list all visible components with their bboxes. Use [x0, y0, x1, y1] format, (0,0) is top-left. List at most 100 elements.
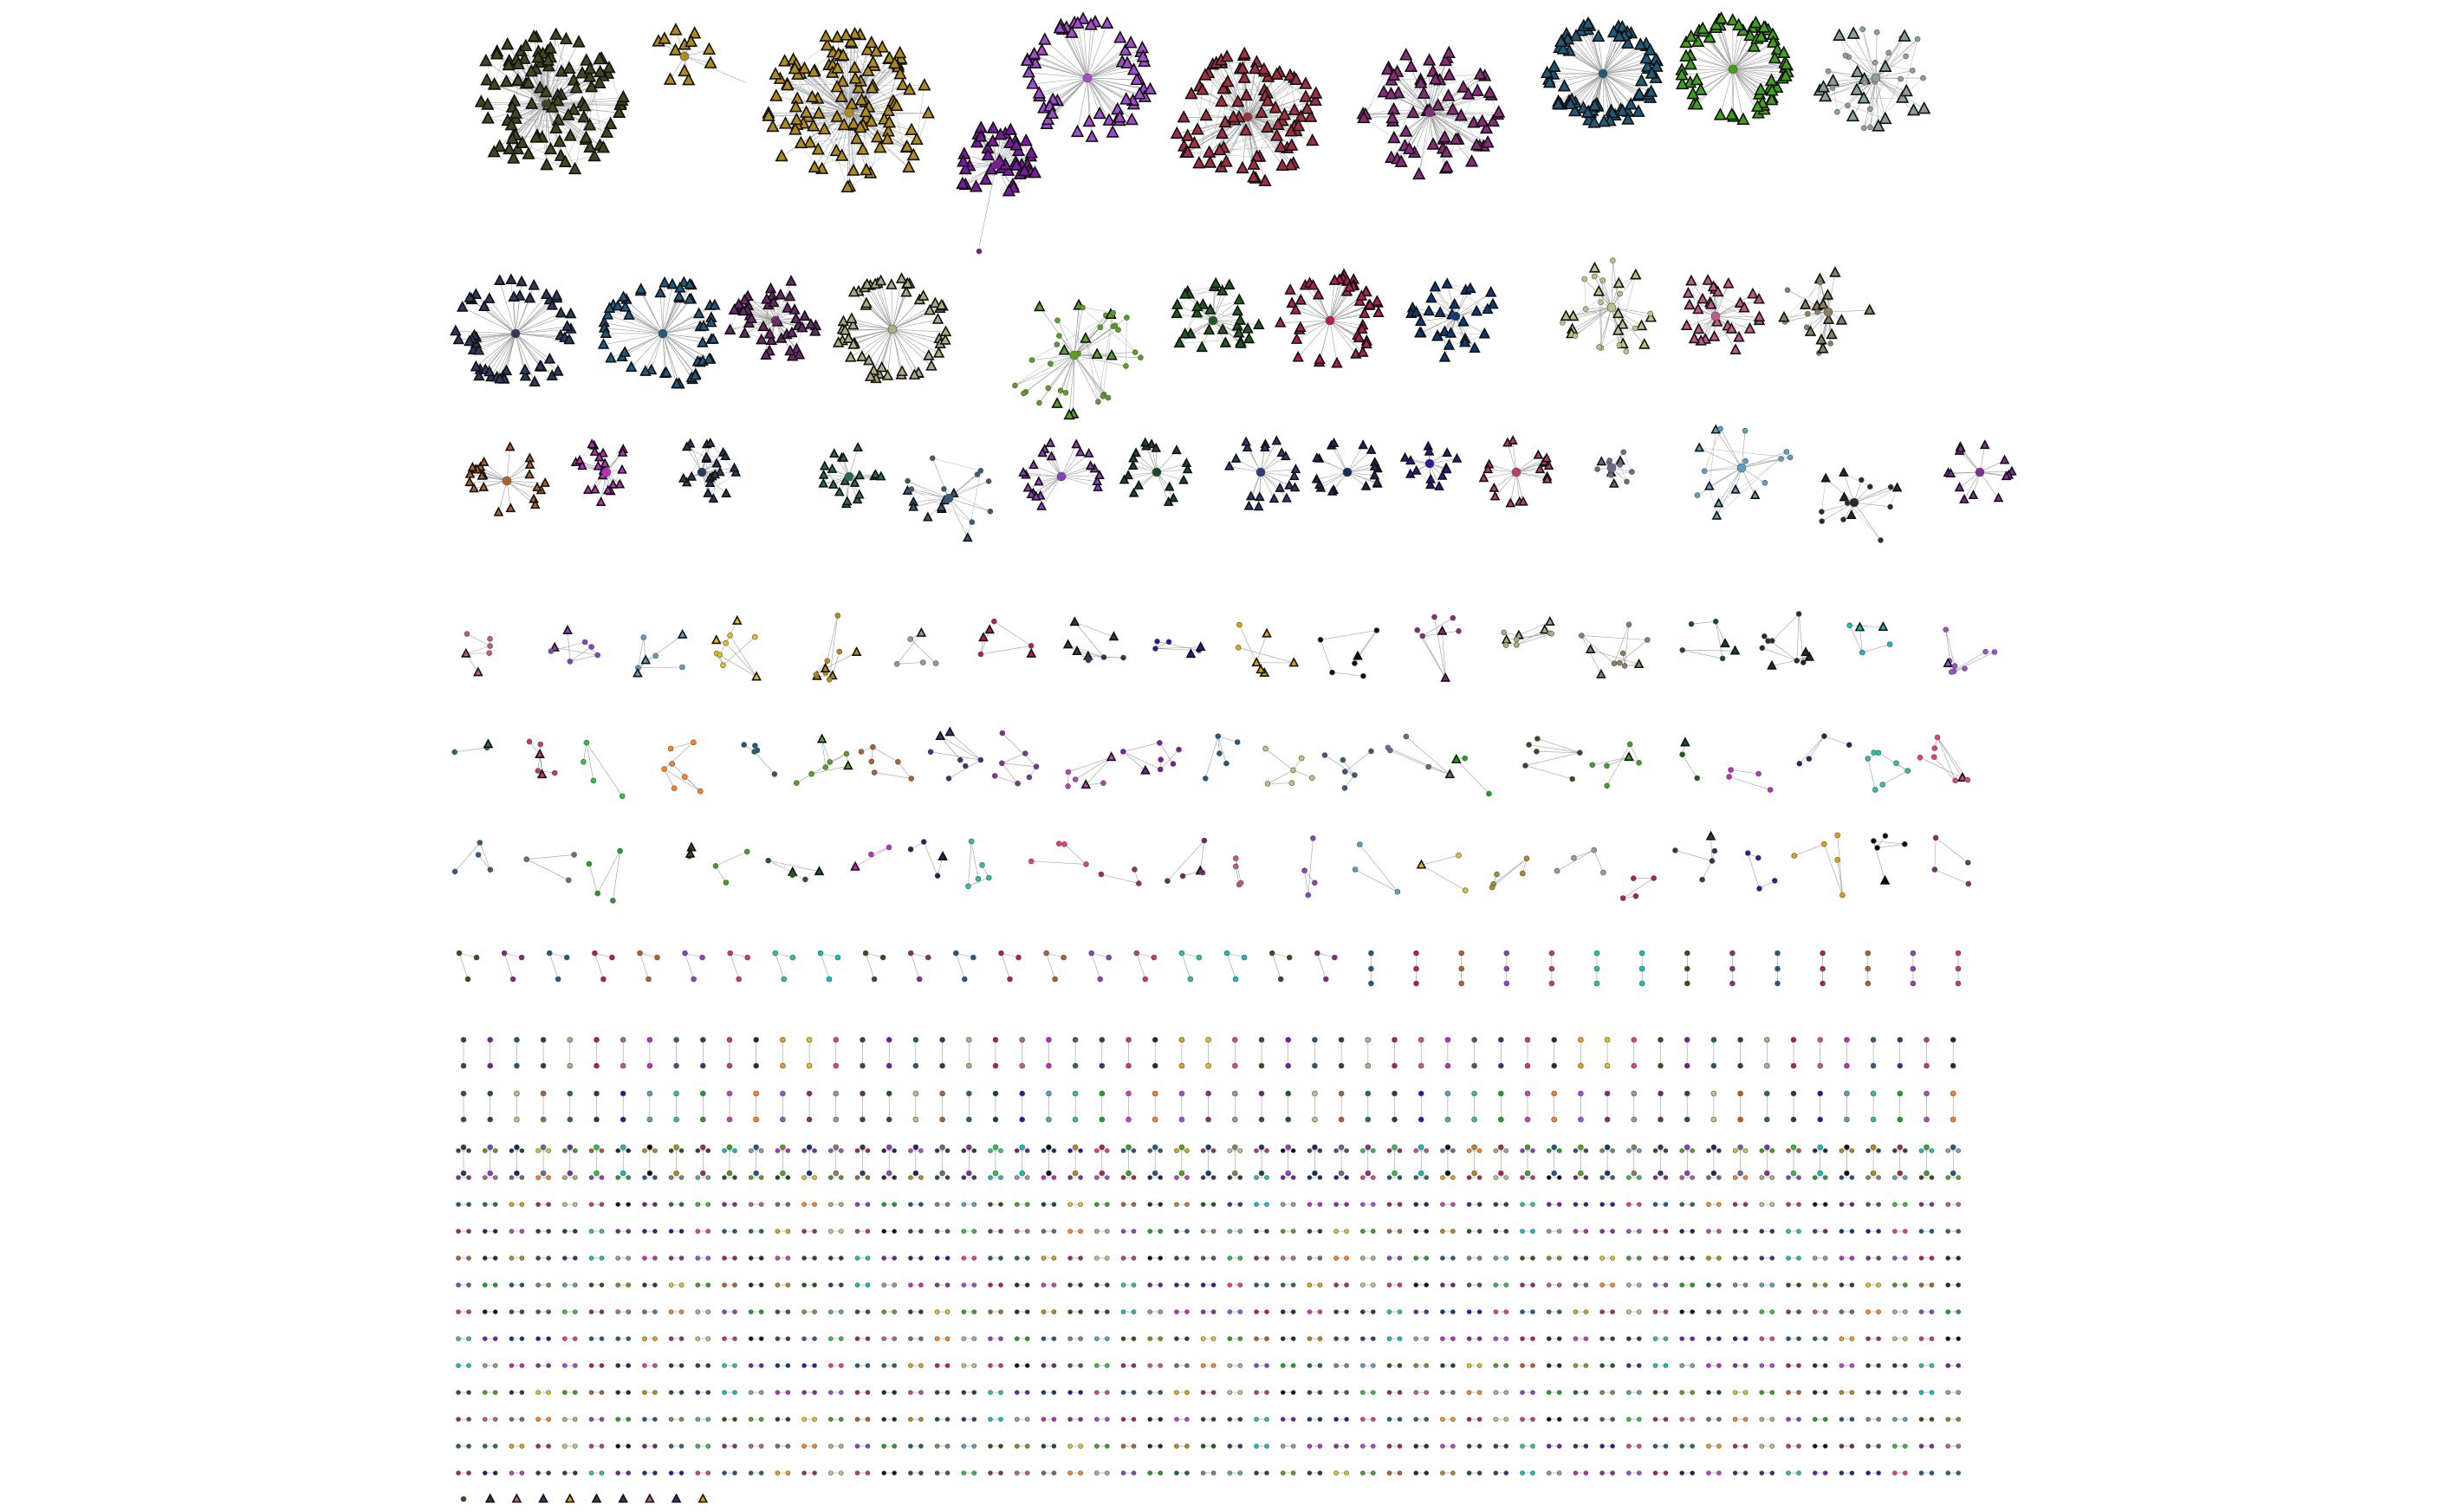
leaf-node[interactable]	[1645, 84, 1658, 97]
small-node[interactable]	[1874, 845, 1880, 851]
leaf-node[interactable]	[600, 327, 613, 338]
leaf-node[interactable]	[1556, 42, 1570, 55]
leaf-node[interactable]	[1177, 110, 1191, 123]
leaf-node[interactable]	[1132, 87, 1146, 100]
leaf-node[interactable]	[963, 532, 973, 542]
leaf-node[interactable]	[601, 308, 614, 320]
small-node[interactable]	[1022, 750, 1028, 756]
leaf-node[interactable]	[540, 157, 554, 171]
small-node[interactable]	[1931, 745, 1938, 751]
leaf-node[interactable]	[1173, 336, 1185, 348]
leaf-node[interactable]	[549, 120, 563, 133]
leaf-node[interactable]	[1730, 483, 1741, 494]
leaf-node[interactable]	[783, 289, 796, 302]
hub-node[interactable]	[1710, 311, 1721, 321]
leaf-node[interactable]	[692, 307, 705, 319]
leaf-node[interactable]	[619, 346, 631, 357]
leaf-node[interactable]	[602, 60, 616, 74]
small-node[interactable]	[1569, 775, 1575, 782]
leaf-node[interactable]	[540, 288, 553, 300]
leaf-node[interactable]	[1826, 73, 1840, 87]
leaf-node[interactable]	[956, 176, 970, 190]
leaf-node[interactable]	[688, 26, 702, 39]
small-node[interactable]	[945, 775, 952, 782]
leaf-node[interactable]	[1233, 293, 1245, 305]
small-node[interactable]	[1486, 790, 1492, 797]
leaf-node[interactable]	[684, 292, 696, 304]
small-node[interactable]	[1262, 745, 1268, 752]
small-node[interactable]	[1199, 869, 1206, 876]
hub-node[interactable]	[510, 328, 521, 339]
small-node[interactable]	[637, 950, 643, 957]
small-node[interactable]	[1626, 741, 1633, 748]
leaf-node[interactable]	[1703, 29, 1716, 43]
small-node[interactable]	[460, 1036, 467, 1043]
leaf-node[interactable]	[1457, 80, 1470, 93]
leaf-node[interactable]	[807, 119, 821, 132]
leaf-node[interactable]	[1479, 120, 1494, 134]
leaf-node[interactable]	[1019, 133, 1033, 146]
leaf-node[interactable]	[1053, 20, 1067, 34]
small-node[interactable]	[1061, 840, 1067, 847]
small-node[interactable]	[1120, 749, 1126, 755]
leaf-node[interactable]	[1236, 160, 1249, 174]
small-node[interactable]	[934, 873, 941, 879]
small-node[interactable]	[1991, 649, 1998, 655]
leaf-node[interactable]	[986, 133, 1000, 147]
small-node[interactable]	[1572, 333, 1579, 339]
small-node[interactable]	[1762, 479, 1768, 486]
leaf-node[interactable]	[1416, 859, 1427, 869]
small-node[interactable]	[1624, 478, 1630, 485]
small-node[interactable]	[905, 477, 911, 484]
leaf-node[interactable]	[1170, 126, 1184, 140]
leaf-node[interactable]	[1217, 81, 1230, 94]
leaf-node[interactable]	[1713, 107, 1727, 120]
leaf-node[interactable]	[1328, 437, 1340, 447]
leaf-node[interactable]	[788, 303, 801, 315]
hub-node[interactable]	[1208, 315, 1218, 326]
leaf-node[interactable]	[505, 131, 520, 145]
leaf-node[interactable]	[1757, 20, 1771, 33]
leaf-node[interactable]	[931, 313, 944, 324]
small-node[interactable]	[991, 773, 998, 779]
leaf-node[interactable]	[1632, 104, 1645, 117]
small-node[interactable]	[1026, 774, 1033, 781]
leaf-node[interactable]	[1917, 101, 1931, 114]
small-node[interactable]	[907, 950, 914, 957]
leaf-node[interactable]	[1442, 45, 1456, 59]
leaf-node[interactable]	[1062, 639, 1074, 649]
leaf-node[interactable]	[1290, 464, 1301, 474]
small-node[interactable]	[1679, 751, 1685, 758]
leaf-node[interactable]	[545, 100, 560, 113]
small-node[interactable]	[1534, 736, 1541, 742]
small-node[interactable]	[1839, 892, 1846, 899]
leaf-node[interactable]	[1443, 338, 1456, 350]
leaf-node[interactable]	[483, 738, 494, 749]
small-node[interactable]	[640, 634, 647, 640]
leaf-node[interactable]	[873, 140, 887, 153]
leaf-node[interactable]	[1300, 101, 1314, 114]
small-node[interactable]	[588, 644, 594, 650]
leaf-node[interactable]	[1289, 72, 1303, 85]
leaf-node[interactable]	[1470, 83, 1484, 96]
leaf-node[interactable]	[1191, 122, 1204, 135]
leaf-node[interactable]	[1440, 672, 1450, 682]
leaf-node[interactable]	[819, 29, 833, 42]
leaf-node[interactable]	[817, 121, 832, 135]
leaf-node[interactable]	[671, 377, 683, 389]
small-node[interactable]	[985, 478, 992, 484]
leaf-node[interactable]	[979, 172, 993, 185]
leaf-node[interactable]	[1440, 159, 1454, 172]
small-node[interactable]	[1647, 310, 1653, 317]
leaf-node[interactable]	[1366, 444, 1377, 454]
leaf-node[interactable]	[1357, 346, 1369, 357]
leaf-node[interactable]	[854, 93, 869, 106]
leaf-node[interactable]	[567, 102, 581, 115]
leaf-node[interactable]	[704, 55, 717, 68]
small-node[interactable]	[1914, 36, 1921, 42]
small-node[interactable]	[999, 760, 1005, 767]
leaf-node[interactable]	[659, 276, 671, 288]
leaf-node[interactable]	[1694, 442, 1705, 452]
small-node[interactable]	[1636, 759, 1642, 766]
leaf-node[interactable]	[702, 42, 717, 55]
